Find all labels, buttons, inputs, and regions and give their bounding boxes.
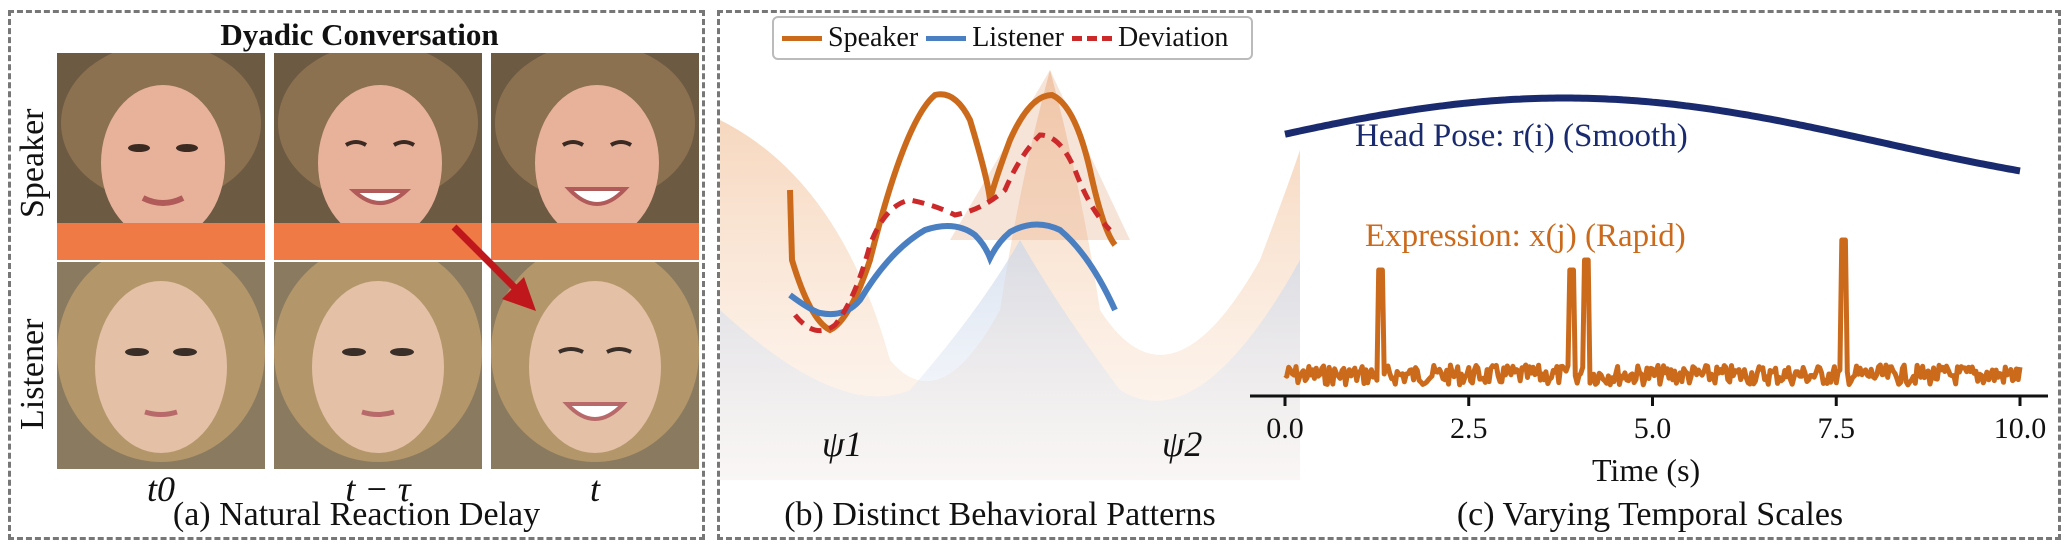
x-axis-ticks [1283,396,2022,406]
listener-frame-t0 [57,262,265,469]
x-tick-label: 2.5 [1450,412,1488,445]
speaker-swatch [782,35,822,41]
time-label-t: t [589,469,600,509]
psi-right-label: ψ2 [1162,424,1203,464]
speaker-curve [787,91,1118,334]
legend-label-listener: Listener [972,22,1064,53]
listener-curve [788,221,1118,318]
x-tick-label: 7.5 [1817,412,1856,445]
x-tick-label: 5.0 [1633,412,1672,445]
listener-frame-t [491,262,699,469]
caption-b: (b) Distinct Behavioral Patterns [784,496,1216,533]
row-label-listener: Listener [14,318,51,430]
dyadic-conversation-title: Dyadic Conversation [220,17,499,52]
head-pose-line [1284,94,2021,175]
deviation-curve [793,132,1112,334]
x-tick-label: 10.0 [1993,412,2047,445]
x-axis-title: Time (s) [1592,452,1701,488]
head-pose-label: Head Pose: r(i) (Smooth) [1355,118,1688,154]
speaker-frame-t [491,53,699,260]
speaker-frame-t-minus-tau [274,53,482,260]
legend-item-speaker: Speaker [782,22,918,54]
expression-label: Expression: x(j) (Rapid) [1365,218,1686,254]
caption-c: (c) Varying Temporal Scales [1456,496,1844,533]
speaker-frame-t0 [57,53,265,260]
expression-line [1283,237,2023,388]
row-label-speaker: Speaker [14,108,51,218]
time-label-t-minus-tau: t − τ [345,469,411,509]
behavior-surface-plot [720,70,1300,480]
panel-a-natural-reaction-delay: Dyadic Conversation [8,10,705,540]
legend-b: Speaker Listener Deviation [772,16,1253,60]
temporal-scales-chart [1250,94,2048,406]
listener-frame-t-minus-tau [274,262,482,469]
legend-item-listener: Listener [926,22,1064,54]
listener-swatch [926,35,967,41]
legend-item-deviation: Deviation [1071,22,1229,54]
deviation-swatch [1071,35,1112,41]
psi-left-label: ψ1 [822,424,863,464]
legend-label-speaker: Speaker [828,22,919,53]
caption-a: (a) Natural Reaction Delay [172,496,541,533]
panel-bc-frame [717,10,2061,540]
reaction-arrow-icon [451,224,536,311]
legend-label-deviation: Deviation [1117,22,1229,53]
time-label-t0: t0 [146,469,175,509]
listener-surface [720,240,1300,480]
x-tick-label: 0.0 [1266,412,1304,445]
